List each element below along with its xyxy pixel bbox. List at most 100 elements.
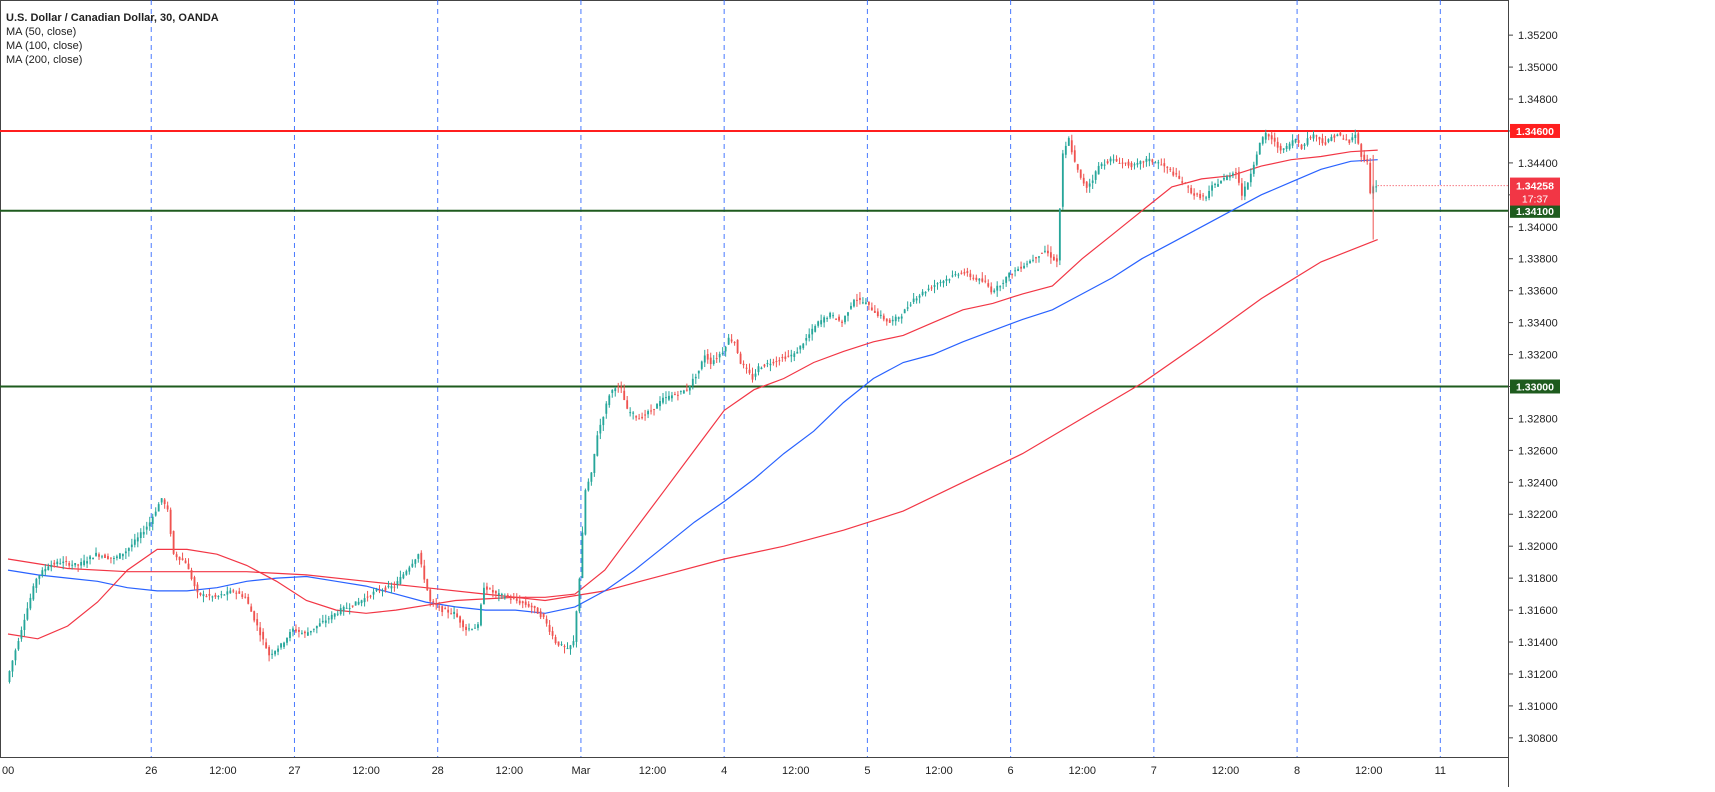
candle-body bbox=[387, 585, 390, 588]
candle-body bbox=[1014, 270, 1017, 272]
candle-body bbox=[671, 395, 673, 399]
ma100-line bbox=[7, 159, 1378, 614]
horizontal-level-label: 1.34100 bbox=[1516, 206, 1554, 218]
candle-body bbox=[217, 595, 220, 598]
candle-body bbox=[1160, 164, 1163, 166]
y-tick-label: 1.32600 bbox=[1518, 445, 1558, 457]
candle-body bbox=[1226, 176, 1228, 181]
candle-body bbox=[999, 286, 1002, 288]
candle-body bbox=[202, 594, 205, 597]
candle-body bbox=[673, 394, 676, 396]
candle-body bbox=[811, 328, 814, 335]
candle-body bbox=[1220, 180, 1222, 184]
y-tick-label: 1.31800 bbox=[1518, 573, 1558, 585]
legend-ma100: MA (100, close) bbox=[6, 40, 83, 52]
candle-body bbox=[957, 274, 960, 276]
y-tick-label: 1.32800 bbox=[1518, 413, 1558, 425]
candle-body bbox=[438, 606, 441, 608]
candle-body bbox=[65, 560, 68, 562]
candle-body bbox=[393, 586, 396, 588]
candle-body bbox=[184, 560, 187, 564]
x-tick-label: 26 bbox=[145, 765, 157, 777]
candle-body bbox=[778, 360, 781, 362]
y-tick-label: 1.30800 bbox=[1518, 733, 1558, 745]
candle-body bbox=[357, 601, 360, 605]
candle-body bbox=[987, 283, 990, 287]
x-tick-label: 12:00 bbox=[352, 765, 380, 777]
candle-body bbox=[1148, 158, 1151, 162]
candle-body bbox=[1363, 154, 1366, 161]
candle-body bbox=[823, 317, 826, 323]
candle-body bbox=[1351, 137, 1354, 141]
candle-body bbox=[59, 563, 62, 565]
candle-body bbox=[563, 646, 566, 648]
candle-body bbox=[733, 342, 736, 344]
candle-body bbox=[530, 605, 533, 608]
candle-body bbox=[1297, 140, 1300, 143]
candle-body bbox=[14, 650, 17, 661]
x-tick-label: 12:00 bbox=[496, 765, 524, 777]
candle-body bbox=[611, 390, 614, 393]
candle-body bbox=[44, 568, 47, 572]
candle-body bbox=[623, 390, 626, 401]
candle-body bbox=[80, 562, 83, 566]
candle-body bbox=[730, 339, 733, 342]
candle-body bbox=[706, 354, 709, 360]
candle-body bbox=[1330, 136, 1333, 141]
candle-body bbox=[32, 586, 35, 600]
candle-body bbox=[1157, 162, 1160, 164]
candle-body bbox=[1324, 142, 1327, 145]
candle-body bbox=[700, 361, 703, 369]
candle-body bbox=[375, 589, 378, 591]
x-tick-label: 12:00 bbox=[1068, 765, 1096, 777]
candle-body bbox=[921, 291, 924, 295]
candle-body bbox=[11, 660, 14, 672]
candle-body bbox=[820, 320, 823, 325]
candle-body bbox=[289, 631, 291, 638]
candle-body bbox=[336, 613, 339, 615]
candle-body bbox=[766, 363, 769, 365]
candle-body bbox=[1312, 134, 1315, 139]
candle-body bbox=[1193, 193, 1196, 196]
candle-body bbox=[859, 297, 861, 301]
x-tick-label: 5 bbox=[864, 765, 870, 777]
candle-body bbox=[348, 608, 351, 610]
candle-body bbox=[1127, 161, 1130, 166]
candle-body bbox=[20, 630, 23, 639]
candle-body bbox=[247, 596, 250, 604]
candle-body bbox=[727, 337, 730, 345]
candle-body bbox=[1199, 193, 1202, 199]
candle-body bbox=[1169, 168, 1172, 170]
current-price-badge bbox=[1510, 177, 1560, 206]
candle-body bbox=[587, 481, 590, 491]
candle-body bbox=[1008, 273, 1011, 278]
candle-body bbox=[447, 609, 450, 613]
candle-body bbox=[274, 651, 276, 655]
candle-body bbox=[682, 390, 685, 394]
candle-body bbox=[933, 285, 936, 287]
candle-body bbox=[930, 287, 933, 289]
candle-body bbox=[1082, 177, 1085, 184]
candle-body bbox=[321, 620, 324, 623]
candle-body bbox=[581, 532, 584, 579]
candle-body bbox=[996, 285, 999, 291]
candle-body bbox=[1118, 162, 1121, 164]
plot-area[interactable]: 1.35200 1.35000 1.34800 1.34600 1.34400 1.342… bbox=[0, 0, 1560, 787]
candle-body bbox=[1130, 162, 1133, 168]
candle-body bbox=[77, 564, 80, 566]
candle-body bbox=[23, 619, 26, 630]
candle-body bbox=[265, 642, 268, 649]
candle-body bbox=[1017, 268, 1020, 272]
candle-body bbox=[262, 631, 265, 640]
candle-body bbox=[1214, 184, 1216, 186]
candle-body bbox=[787, 355, 790, 357]
candle-body bbox=[533, 605, 536, 608]
candle-body bbox=[656, 403, 658, 409]
candle-body bbox=[488, 588, 491, 590]
candle-body bbox=[1103, 164, 1106, 166]
candle-body bbox=[486, 586, 488, 590]
candle-body bbox=[411, 563, 414, 567]
candle-body bbox=[790, 354, 793, 357]
